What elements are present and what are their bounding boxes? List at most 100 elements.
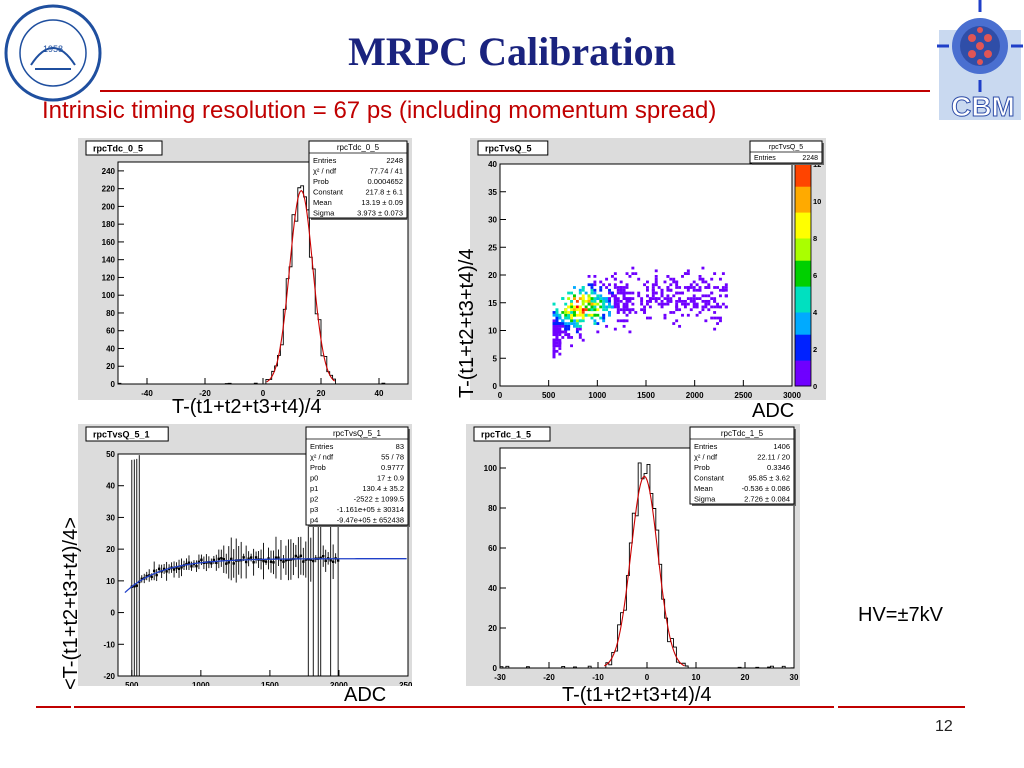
heatmap-cell (593, 283, 597, 287)
p4-x-caption: T-(t1+t2+t3+t4)/4 (562, 684, 712, 706)
heatmap-cell (608, 283, 611, 287)
histogram-title: rpcTdc_0_5 (93, 144, 143, 154)
p3-y-caption: <T-(t1+t2+t3+t4)/4> (60, 517, 82, 690)
profile-point (264, 560, 268, 563)
heatmap-cell (698, 275, 702, 278)
heatmap-cell (599, 286, 603, 289)
x-tick-label: 500 (542, 391, 556, 400)
heatmap-cell (681, 302, 684, 306)
x-tick-label: 500 (125, 681, 139, 686)
profile-point (222, 558, 225, 561)
heatmap-cell (713, 272, 717, 275)
palette-band (795, 319, 811, 324)
y-tick-label: 15 (488, 299, 497, 308)
heatmap-cell (692, 297, 696, 300)
heatmap-cell (596, 313, 600, 317)
heatmap-cell (564, 316, 568, 320)
heatmap-cell (578, 313, 582, 317)
heatmap-cell (602, 319, 606, 323)
profile-point (217, 557, 221, 561)
heatmap-cell (628, 330, 632, 334)
heatmap-cell (716, 305, 719, 309)
heatmap-cell (570, 316, 573, 320)
heatmap-cell (660, 294, 664, 298)
heatmap-cell (590, 316, 594, 320)
heatmap-cell (555, 333, 559, 337)
y-tick-label: 30 (106, 513, 115, 522)
stats-value: 130.4 ± 35.2 (362, 484, 404, 493)
heatmap-cell (608, 311, 611, 314)
heatmap-cell (584, 313, 588, 317)
heatmap-cell (689, 283, 693, 287)
heatmap-cell (678, 324, 682, 328)
stats-label: p3 (310, 505, 318, 514)
heatmap-cell (599, 299, 603, 303)
palette-band (795, 282, 811, 287)
heatmap-cell (637, 291, 641, 295)
x-tick-label: 1500 (637, 391, 655, 400)
heatmap-cell (663, 297, 667, 300)
profile-point (175, 566, 178, 569)
heatmap-cell (590, 297, 594, 300)
profile-point (180, 566, 183, 569)
heatmap-cell (552, 333, 556, 337)
heatmap-cell (654, 280, 658, 284)
profile-point (232, 562, 235, 565)
heatmap-cell (613, 302, 617, 306)
y-tick-label: 220 (102, 185, 116, 194)
profile-point (227, 561, 230, 564)
heatmap-cell (590, 291, 594, 295)
heatmap-cell (619, 288, 623, 292)
profile-point (336, 559, 340, 562)
heatmap-cell (573, 297, 576, 300)
slide-title: MRPC Calibration (348, 29, 676, 74)
stats-value: 17 ± 0.9 (377, 474, 404, 483)
heatmap-cell (724, 283, 728, 287)
heatmap-cell (640, 297, 644, 300)
heatmap-cell (578, 319, 582, 323)
heatmap-cell (622, 286, 626, 289)
university-seal-icon: 1958 (4, 4, 102, 102)
palette-band (795, 308, 811, 313)
heatmap-cell (663, 313, 667, 317)
page-number: 12 (935, 718, 953, 735)
heatmap-cell (695, 283, 699, 287)
heatmap-cell (558, 313, 562, 317)
heatmap-cell (701, 299, 705, 303)
stats-label: Entries (754, 155, 776, 162)
heatmap-cell (669, 299, 673, 303)
slide-subtitle: Intrinsic timing resolution = 67 ps (inc… (42, 97, 717, 124)
heatmap-cell (558, 347, 562, 350)
heatmap-cell (602, 316, 606, 320)
heatmap-cell (657, 286, 661, 289)
heatmap-cell (616, 308, 620, 312)
heatmap-cell (616, 297, 620, 300)
heatmap-cell (590, 305, 594, 309)
heatmap-cell (567, 291, 571, 295)
stats-value: 95.85 ± 3.62 (748, 474, 790, 483)
heatmap-cell (704, 286, 708, 289)
heatmap-cell (552, 349, 556, 353)
histogram-tdc-0-5-plot: -40 -20 0 20 40 0 20 40 60 80 100 120 140 160 180 200 22… (85, 140, 409, 398)
heatmap-cell (608, 305, 611, 309)
heatmap-cell (678, 297, 682, 300)
x-tick-label: 3000 (783, 391, 801, 400)
heatmap-cell (646, 280, 649, 284)
heatmap-cell (701, 294, 705, 298)
profile-point (277, 556, 280, 559)
stats-box (305, 426, 409, 526)
heatmap-cell (596, 297, 600, 300)
heatmap-cell (561, 336, 565, 339)
heatmap-cell (608, 313, 611, 317)
heatmap-cell (613, 305, 617, 309)
heatmap-cell (707, 308, 711, 312)
y-tick-label: 40 (106, 344, 115, 353)
heatmap-cell (666, 302, 670, 306)
heatmap-cell (570, 308, 573, 312)
palette-band (795, 167, 811, 172)
y-tick-label: 25 (488, 243, 497, 252)
palette-band (795, 189, 811, 195)
y-tick-label: 5 (493, 354, 498, 363)
palette-band (795, 256, 811, 261)
heatmap-cell (663, 280, 667, 284)
